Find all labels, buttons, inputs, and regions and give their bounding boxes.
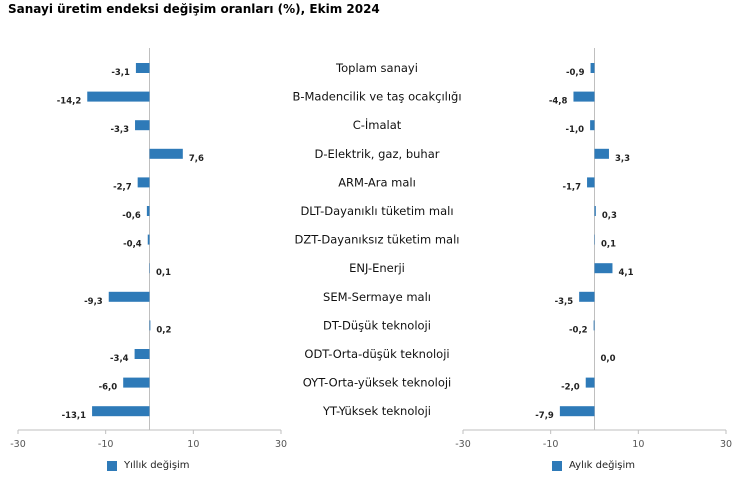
data-label: 0,1 — [601, 240, 616, 250]
bar — [92, 406, 150, 417]
bar — [590, 120, 595, 131]
x-tick-label: 10 — [187, 439, 199, 450]
data-label: -9,3 — [84, 297, 103, 307]
data-label: -2,7 — [113, 182, 132, 192]
legend-label-yillik: Yıllık değişim — [124, 460, 190, 471]
bar — [573, 91, 595, 102]
bar — [146, 206, 150, 216]
bar — [590, 63, 595, 73]
data-label: -13,1 — [62, 411, 87, 421]
x-tick-label: -30 — [10, 439, 26, 450]
data-label: -3,4 — [110, 354, 129, 364]
legend-swatch-yillik — [107, 460, 117, 471]
bar — [149, 148, 183, 159]
bar — [123, 377, 150, 388]
bar — [594, 263, 613, 274]
bar — [594, 206, 596, 216]
data-label: -0,2 — [569, 325, 588, 335]
data-label: -3,3 — [110, 125, 129, 135]
bar — [149, 320, 151, 331]
data-label: -0,6 — [122, 211, 141, 221]
data-label: 0,3 — [602, 211, 617, 221]
category-label: ODT-Orta-düşük teknoloji — [304, 347, 449, 361]
data-label: -0,4 — [123, 240, 142, 250]
bar — [585, 377, 595, 388]
data-label: 4,1 — [618, 268, 633, 278]
category-label: B-Madencilik ve taş ocakçılığı — [292, 90, 461, 104]
category-label: D-Elektrik, gaz, buhar — [315, 147, 440, 161]
data-label: -3,1 — [111, 68, 130, 78]
bar — [559, 406, 595, 417]
category-label: Toplam sanayi — [335, 61, 418, 75]
bar — [87, 91, 150, 102]
x-tick-label: -10 — [543, 439, 559, 450]
legend-swatch-aylik — [552, 460, 562, 471]
bar — [135, 63, 150, 73]
category-label: C-İmalat — [353, 117, 402, 132]
category-label: SEM-Sermaye malı — [323, 290, 431, 304]
bar — [135, 120, 150, 131]
bar — [579, 291, 595, 302]
bar — [147, 234, 150, 245]
data-label: 3,3 — [615, 154, 630, 164]
data-label: 7,6 — [189, 154, 204, 164]
data-label: -2,0 — [561, 383, 580, 393]
category-label: ENJ-Enerji — [349, 261, 405, 275]
data-label: -7,9 — [535, 411, 554, 421]
x-tick-label: -30 — [455, 439, 471, 450]
bar — [134, 349, 150, 359]
x-tick-label: 30 — [275, 439, 287, 450]
data-label: -0,9 — [566, 68, 585, 78]
data-label: 0,1 — [156, 268, 171, 278]
x-tick-label: 30 — [720, 439, 732, 450]
category-label: ARM-Ara malı — [338, 175, 416, 189]
legend-yillik: Yıllık değişim — [107, 460, 190, 471]
category-label: DT-Düşük teknoloji — [323, 318, 431, 332]
chart-title: Sanayi üretim endeksi değişim oranları (… — [8, 2, 380, 16]
data-label: -6,0 — [99, 383, 118, 393]
data-label: -1,7 — [562, 182, 581, 192]
data-label: 0,2 — [156, 325, 171, 335]
bar — [108, 291, 150, 302]
data-label: -4,8 — [549, 97, 568, 107]
bar — [137, 177, 150, 188]
data-label: -14,2 — [57, 97, 82, 107]
x-tick-label: 10 — [632, 439, 644, 450]
legend-label-aylik: Aylık değişim — [569, 460, 635, 471]
x-tick-label: -10 — [98, 439, 114, 450]
bar — [594, 148, 609, 159]
data-label: -3,5 — [555, 297, 574, 307]
legend-aylik: Aylık değişim — [552, 460, 635, 471]
category-label: OYT-Orta-yüksek teknoloji — [303, 376, 452, 390]
data-label: -1,0 — [566, 125, 585, 135]
category-label: DLT-Dayanıklı tüketim malı — [300, 204, 453, 218]
bar — [587, 177, 595, 188]
category-label: DZT-Dayanıksız tüketim malı — [295, 233, 460, 247]
bar — [593, 320, 595, 331]
category-label: YT-Yüksek teknoloji — [322, 404, 431, 418]
data-label: 0,0 — [601, 354, 616, 364]
